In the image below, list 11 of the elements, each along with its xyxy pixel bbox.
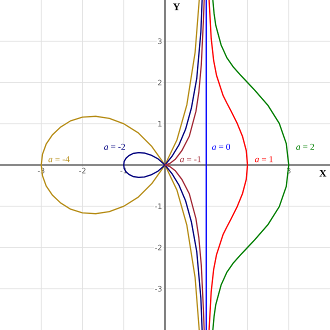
series-label: a = 0 bbox=[212, 144, 230, 150]
series-label: a = -4 bbox=[48, 156, 70, 162]
line-series bbox=[212, 0, 290, 330]
series-label: a = 2 bbox=[296, 144, 314, 150]
series-label: a = -1 bbox=[180, 156, 201, 162]
y-axis-title: Y bbox=[173, 4, 180, 10]
line-series bbox=[164, 0, 205, 330]
series-label: a = -2 bbox=[104, 144, 125, 150]
x-axis-title: X bbox=[319, 170, 326, 177]
line-series bbox=[208, 0, 248, 330]
series-label: a = 1 bbox=[254, 156, 273, 162]
